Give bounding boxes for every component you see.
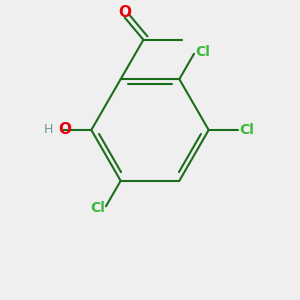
Text: H: H: [44, 124, 53, 136]
Text: Cl: Cl: [239, 123, 254, 137]
Text: Cl: Cl: [90, 201, 105, 215]
Text: Cl: Cl: [195, 45, 210, 59]
Text: O: O: [118, 4, 131, 20]
Text: O: O: [58, 122, 71, 137]
